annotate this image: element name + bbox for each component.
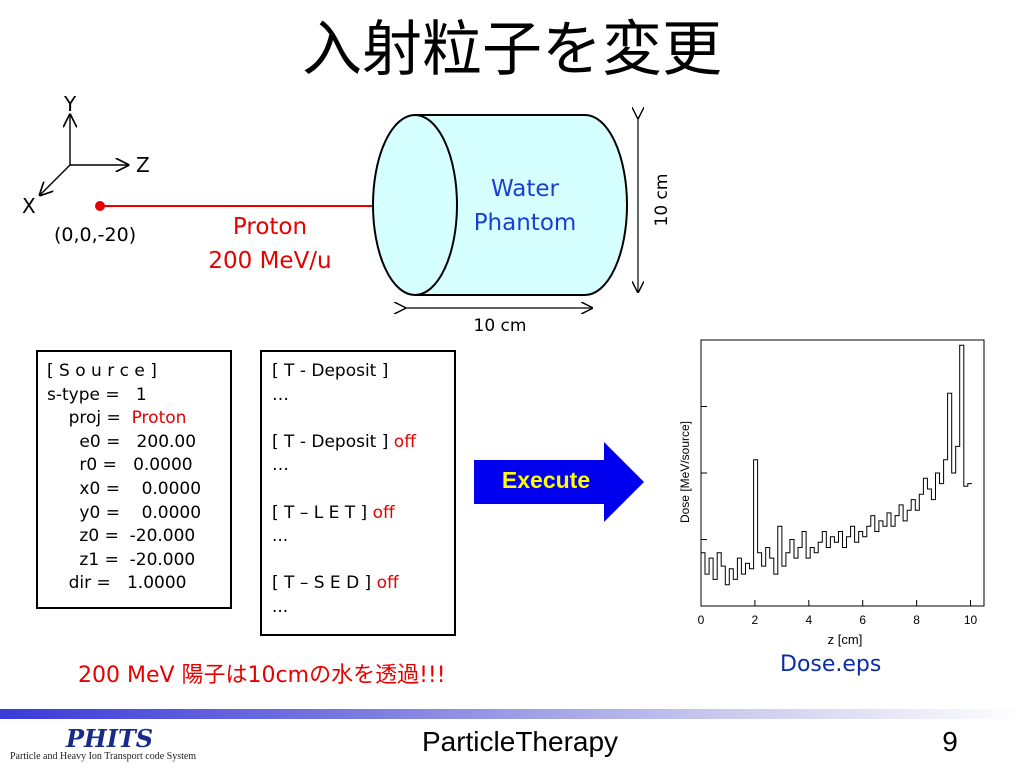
- dose-series-line: [701, 344, 972, 586]
- beam-energy-label: 200 MeV/u: [208, 248, 332, 274]
- x-tick-label: 0: [698, 613, 705, 627]
- execute-arrow[interactable]: [474, 442, 644, 522]
- y-axis-label: Y: [64, 92, 77, 116]
- source-line: [ S o u r c e ]: [47, 361, 157, 381]
- tally-line: …: [272, 455, 289, 476]
- tally-section-box: [ T - Deposit ] … [ T - Deposit ] off … …: [260, 350, 456, 636]
- dose-file-caption: Dose.eps: [780, 652, 882, 677]
- tally-line: ...: [272, 526, 289, 547]
- source-line: dir = 1.0000: [47, 573, 187, 594]
- proj-value: Proton: [131, 408, 187, 429]
- x-axis-arrow: [40, 164, 71, 195]
- phantom-label-line1: Water: [491, 176, 559, 202]
- x-tick-label: 6: [859, 613, 866, 627]
- tally-line: [ T - Deposit ]: [272, 361, 389, 381]
- off-flag: off: [393, 431, 416, 452]
- tally-line: [ T - Deposit ] off: [272, 431, 416, 452]
- source-line: z0 = -20.000: [47, 526, 196, 547]
- off-flag: off: [376, 573, 399, 594]
- phantom-face: [372, 114, 458, 296]
- tally-line: [ T – L E T ] off: [272, 502, 395, 523]
- phits-logo-subtitle: Particle and Heavy Ion Transport code Sy…: [10, 751, 197, 762]
- tally-line: [ T – S E D ] off: [272, 573, 399, 594]
- source-line: e0 = 200.00: [47, 431, 197, 452]
- source-line: z1 = -20.000: [47, 549, 196, 570]
- x-tick-label: 8: [913, 613, 920, 627]
- phits-logo: PHITS: [66, 724, 154, 753]
- source-coordinate-label: (0,0,-20): [54, 224, 137, 246]
- summary-statement: 200 MeV 陽子は10cmの水を透過!!!: [78, 663, 446, 688]
- x-axis-label: X: [22, 194, 36, 218]
- source-line-key: proj =: [47, 408, 132, 429]
- execute-label[interactable]: Execute: [501, 467, 591, 493]
- phantom-body: [415, 114, 628, 296]
- tally-line: …: [272, 384, 289, 405]
- chart-xlabel: z [cm]: [827, 632, 863, 647]
- chart-frame: [700, 339, 985, 607]
- phantom-length-label: 10 cm: [473, 316, 527, 336]
- x-tick-label: 4: [805, 613, 812, 627]
- beam-particle-label: Proton: [232, 214, 308, 240]
- slide-title: 入射粒子を変更: [302, 15, 722, 85]
- off-flag: off: [372, 502, 395, 523]
- page-number: 9: [942, 726, 958, 757]
- source-line: s-type = 1: [47, 384, 147, 405]
- footer-title: ParticleTherapy: [421, 726, 619, 757]
- x-tick-label: 2: [752, 613, 759, 627]
- source-line: r0 = 0.0000: [47, 455, 193, 476]
- chart-ylabel: Dose [MeV/source]: [678, 420, 692, 524]
- source-section-box: [ S o u r c e ] s-type = 1 proj = Proton…: [36, 350, 232, 609]
- source-line: x0 = 0.0000: [47, 478, 202, 499]
- source-line: proj = Proton: [47, 407, 230, 431]
- z-axis-label: Z: [136, 153, 150, 177]
- footer-gradient-bar: [0, 709, 1024, 719]
- phantom-label-line2: Phantom: [473, 210, 577, 236]
- x-tick-label: 10: [964, 613, 978, 627]
- tally-line: ...: [272, 596, 289, 617]
- source-line: y0 = 0.0000: [47, 502, 202, 523]
